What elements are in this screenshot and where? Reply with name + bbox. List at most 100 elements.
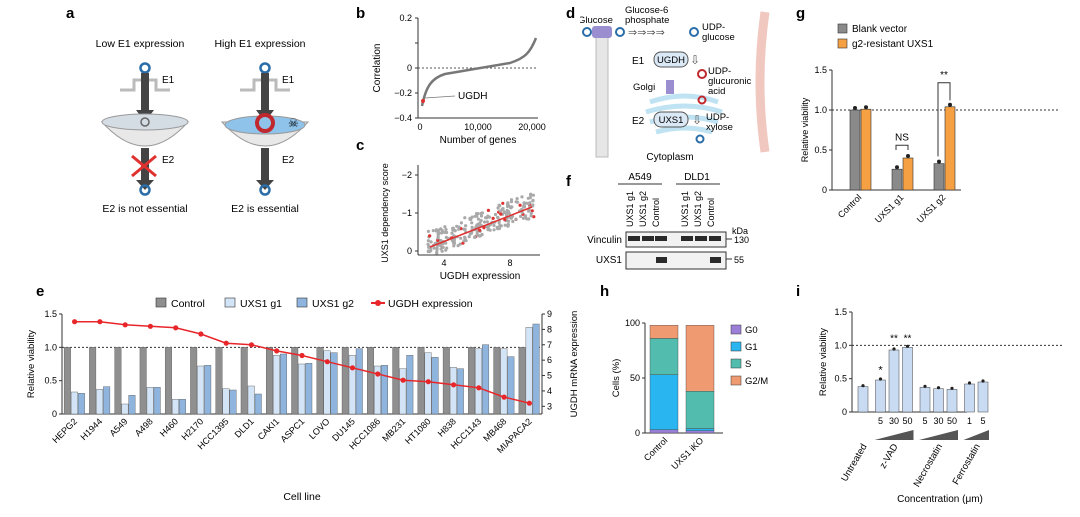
i-data-point — [905, 344, 910, 348]
c-scatter-point — [503, 223, 507, 227]
h-bar-segment — [649, 338, 679, 375]
c-scatter-point — [532, 215, 536, 219]
e-y2tick-label: 7 — [547, 340, 552, 350]
g-legend: Blank vector g2-resistant UXS1 — [837, 23, 934, 50]
e-bar — [507, 356, 515, 415]
g-legend-swatch — [837, 38, 848, 49]
e-xtick-label: LOVO — [307, 416, 332, 441]
c-scatter-point — [444, 241, 448, 245]
g6p-label-2: phosphate — [625, 15, 669, 26]
c-scatter-point — [506, 222, 510, 226]
e-xlabel: Cell line — [283, 491, 321, 503]
h-bar-segment — [649, 374, 679, 430]
i-ytick-label: 0.5 — [834, 374, 847, 384]
i-ytick-label: 1.0 — [834, 340, 847, 350]
e-ugdh-point — [147, 323, 153, 329]
i-xlabel: Concentration (μm) — [897, 494, 983, 505]
panel-e-chart: Control UXS1 g1 UXS1 g2 UGDH expression 0 0.… — [26, 297, 580, 503]
b-ylabel: Correlation — [372, 44, 383, 93]
e-bar — [240, 347, 248, 415]
panel-letter-i: i — [796, 283, 800, 300]
c-scatter-point — [456, 244, 460, 248]
i-xtick-label: 50 — [902, 416, 912, 426]
e-bar — [468, 347, 476, 415]
e-bar — [190, 347, 198, 415]
c-scatter-point — [484, 216, 488, 220]
c-scatter-point — [529, 214, 533, 218]
e-xtick-label: H460 — [158, 416, 180, 438]
e2-label: E2 — [632, 116, 645, 127]
i-bar — [977, 381, 989, 413]
udp-gluc-3: acid — [708, 86, 725, 97]
e-bar — [247, 385, 255, 415]
h-legend-label: S — [745, 359, 751, 370]
g-bar — [860, 108, 872, 191]
e-y2label: UGDH mRNA expression — [569, 311, 580, 418]
blot-group-a549: A549 — [628, 172, 652, 183]
c-scatter-point — [519, 214, 523, 218]
c-scatter-point — [429, 240, 433, 244]
c-scatter-point — [463, 216, 467, 220]
i-ytick-label: 0 — [842, 407, 847, 417]
e-bar — [215, 347, 223, 415]
e-legend: Control UXS1 g1 UXS1 g2 UGDH expression — [155, 297, 473, 310]
e-ugdh-point — [72, 319, 78, 325]
e-xtick-label: A498 — [133, 416, 155, 438]
e-ugdh-point — [122, 322, 128, 328]
i-bar — [933, 388, 944, 413]
c-xtick: 4 — [441, 258, 446, 268]
c-scatter-point — [507, 219, 511, 223]
i-annotation: ** — [890, 333, 898, 344]
i-bar — [919, 387, 931, 413]
c-scatter-point — [436, 231, 441, 235]
e-bar — [266, 347, 273, 415]
c-scatter-point — [469, 217, 473, 221]
e-bar — [63, 347, 71, 415]
ugdh-label: UGDH — [657, 55, 685, 66]
e-ugdh-point — [451, 382, 457, 388]
c-scatter-point — [497, 226, 501, 231]
c-scatter-point — [445, 230, 449, 235]
panel-g-chart: Blank vector g2-resistant UXS1 0 0.5 1.0 1.5… — [800, 23, 1058, 225]
c-scatter-point — [457, 227, 461, 231]
c-scatter-point — [432, 246, 436, 250]
e-plot: 0 0.5 1.0 1.5 3 4 5 6 7 8 9 Relative viability UGDH … — [26, 309, 580, 503]
i-bar — [888, 349, 900, 413]
g-data-point — [853, 106, 857, 110]
udp-xyl-2: xylose — [706, 122, 733, 133]
c-scatter-point — [491, 216, 495, 220]
c-scatter-point — [516, 200, 520, 204]
g-legend-swatch — [837, 23, 848, 34]
g-data-point — [937, 159, 941, 164]
panel-d-diagram: Glucose Glucose-6 phosphate ⇒⇒⇒⇒ UDP- gl… — [580, 5, 770, 163]
i-bar — [857, 386, 869, 413]
panel-h-chart: 0 50 100 Cells (%) Control UXS1 iKO G0 G1 S G2/M — [611, 318, 768, 470]
membrane-icon — [755, 11, 770, 153]
i-group-label: Untreated — [839, 442, 869, 484]
panel-f-blot: A549 DLD1 UXS1 g1 UXS1 g2 Control UXS1 g… — [587, 172, 749, 270]
c-scatter-point — [478, 228, 482, 232]
c-scatter-point — [518, 203, 522, 207]
b-xtick: 20,000 — [518, 122, 546, 132]
e-bar — [374, 365, 381, 415]
c-scatter-point — [492, 223, 496, 228]
g-bar — [891, 168, 903, 191]
i-bar — [946, 389, 958, 413]
udp-glucose-1: UDP- — [702, 22, 725, 33]
lane-label: Control — [651, 198, 661, 227]
e-y2tick-label: 4 — [547, 386, 552, 396]
panel-letter-g: g — [796, 5, 805, 22]
c-scatter-point — [482, 220, 487, 224]
c-ytick: 0 — [407, 246, 412, 256]
e-ugdh-point — [173, 325, 179, 331]
c-scatter-point — [473, 235, 477, 239]
e-legend-label: UXS1 g1 — [240, 298, 282, 310]
e-bar — [500, 348, 508, 415]
c-scatter-point — [443, 225, 447, 229]
c-scatter-point — [507, 211, 511, 216]
e-bar — [89, 347, 97, 415]
e-ugdh-point — [375, 371, 381, 377]
udp-xyl-1: UDP- — [706, 112, 729, 123]
c-scatter-point — [523, 215, 527, 219]
